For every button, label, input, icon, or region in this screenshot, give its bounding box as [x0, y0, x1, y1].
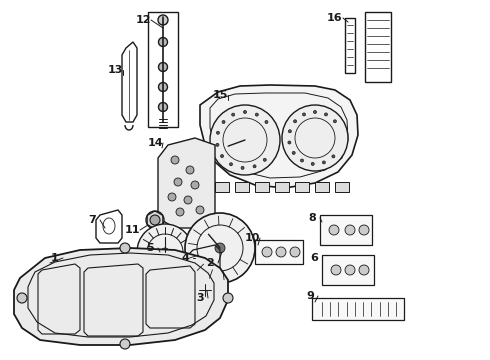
Circle shape [276, 247, 286, 257]
Bar [312, 298, 404, 320]
Circle shape [263, 158, 266, 161]
Circle shape [314, 111, 317, 113]
Circle shape [161, 248, 169, 256]
Text: 1: 1 [51, 253, 59, 263]
Bar [365, 12, 391, 82]
Circle shape [222, 121, 225, 123]
Circle shape [217, 131, 220, 134]
Circle shape [329, 225, 339, 235]
Circle shape [184, 196, 192, 204]
Text: 10: 10 [245, 233, 260, 243]
Bar [322, 255, 374, 285]
Circle shape [290, 247, 300, 257]
Circle shape [359, 225, 369, 235]
Circle shape [302, 113, 305, 116]
Circle shape [345, 265, 355, 275]
Circle shape [324, 113, 327, 116]
Polygon shape [200, 85, 358, 188]
Circle shape [220, 154, 223, 158]
Text: 16: 16 [327, 13, 343, 23]
Bar [335, 182, 349, 192]
Bar [315, 182, 329, 192]
Circle shape [171, 156, 179, 164]
Circle shape [292, 152, 295, 154]
Circle shape [198, 283, 212, 297]
Circle shape [288, 141, 291, 144]
Circle shape [255, 113, 258, 116]
Circle shape [185, 213, 255, 283]
Circle shape [294, 120, 296, 123]
Circle shape [158, 82, 168, 91]
Text: 4: 4 [181, 253, 189, 263]
Text: 15: 15 [212, 90, 228, 100]
Bar [235, 182, 249, 192]
Circle shape [150, 215, 160, 225]
Text: 9: 9 [306, 291, 314, 301]
Text: 3: 3 [196, 293, 204, 303]
Bar [215, 182, 229, 192]
Text: 11: 11 [124, 225, 140, 235]
Circle shape [333, 120, 337, 123]
Circle shape [137, 224, 193, 280]
Bar [148, 12, 178, 127]
Circle shape [289, 130, 292, 133]
Circle shape [331, 265, 341, 275]
Text: 5: 5 [146, 243, 154, 253]
Text: 2: 2 [206, 258, 214, 268]
Text: 12: 12 [135, 15, 151, 25]
Circle shape [241, 166, 244, 170]
Circle shape [186, 166, 194, 174]
Circle shape [176, 208, 184, 216]
Circle shape [244, 111, 246, 113]
Bar [295, 182, 309, 192]
Circle shape [300, 159, 303, 162]
Circle shape [332, 155, 335, 158]
Circle shape [174, 178, 182, 186]
Bar [255, 240, 303, 264]
Circle shape [17, 293, 27, 303]
Bar [255, 182, 269, 192]
Circle shape [265, 121, 268, 123]
Bar [275, 182, 289, 192]
Circle shape [253, 165, 256, 168]
Circle shape [210, 105, 280, 175]
Circle shape [262, 247, 272, 257]
Circle shape [191, 181, 199, 189]
Text: 8: 8 [308, 213, 316, 223]
Circle shape [158, 37, 168, 46]
Circle shape [282, 105, 348, 171]
Circle shape [168, 193, 176, 201]
Circle shape [158, 63, 168, 72]
Circle shape [345, 225, 355, 235]
Polygon shape [14, 248, 228, 345]
Polygon shape [158, 138, 215, 228]
Circle shape [223, 293, 233, 303]
Circle shape [232, 113, 235, 116]
Circle shape [120, 339, 130, 349]
Circle shape [158, 15, 168, 25]
Bar [320, 215, 372, 245]
Circle shape [229, 163, 232, 166]
Circle shape [322, 161, 325, 164]
Circle shape [215, 243, 225, 253]
Circle shape [311, 162, 314, 165]
Circle shape [196, 206, 204, 214]
Bar [345, 18, 355, 73]
Circle shape [216, 143, 219, 147]
Circle shape [146, 211, 164, 229]
Circle shape [120, 243, 130, 253]
Circle shape [359, 265, 369, 275]
Text: 6: 6 [310, 253, 318, 263]
Circle shape [158, 103, 168, 112]
Text: 14: 14 [147, 138, 163, 148]
Text: 7: 7 [88, 215, 96, 225]
Text: 13: 13 [107, 65, 122, 75]
